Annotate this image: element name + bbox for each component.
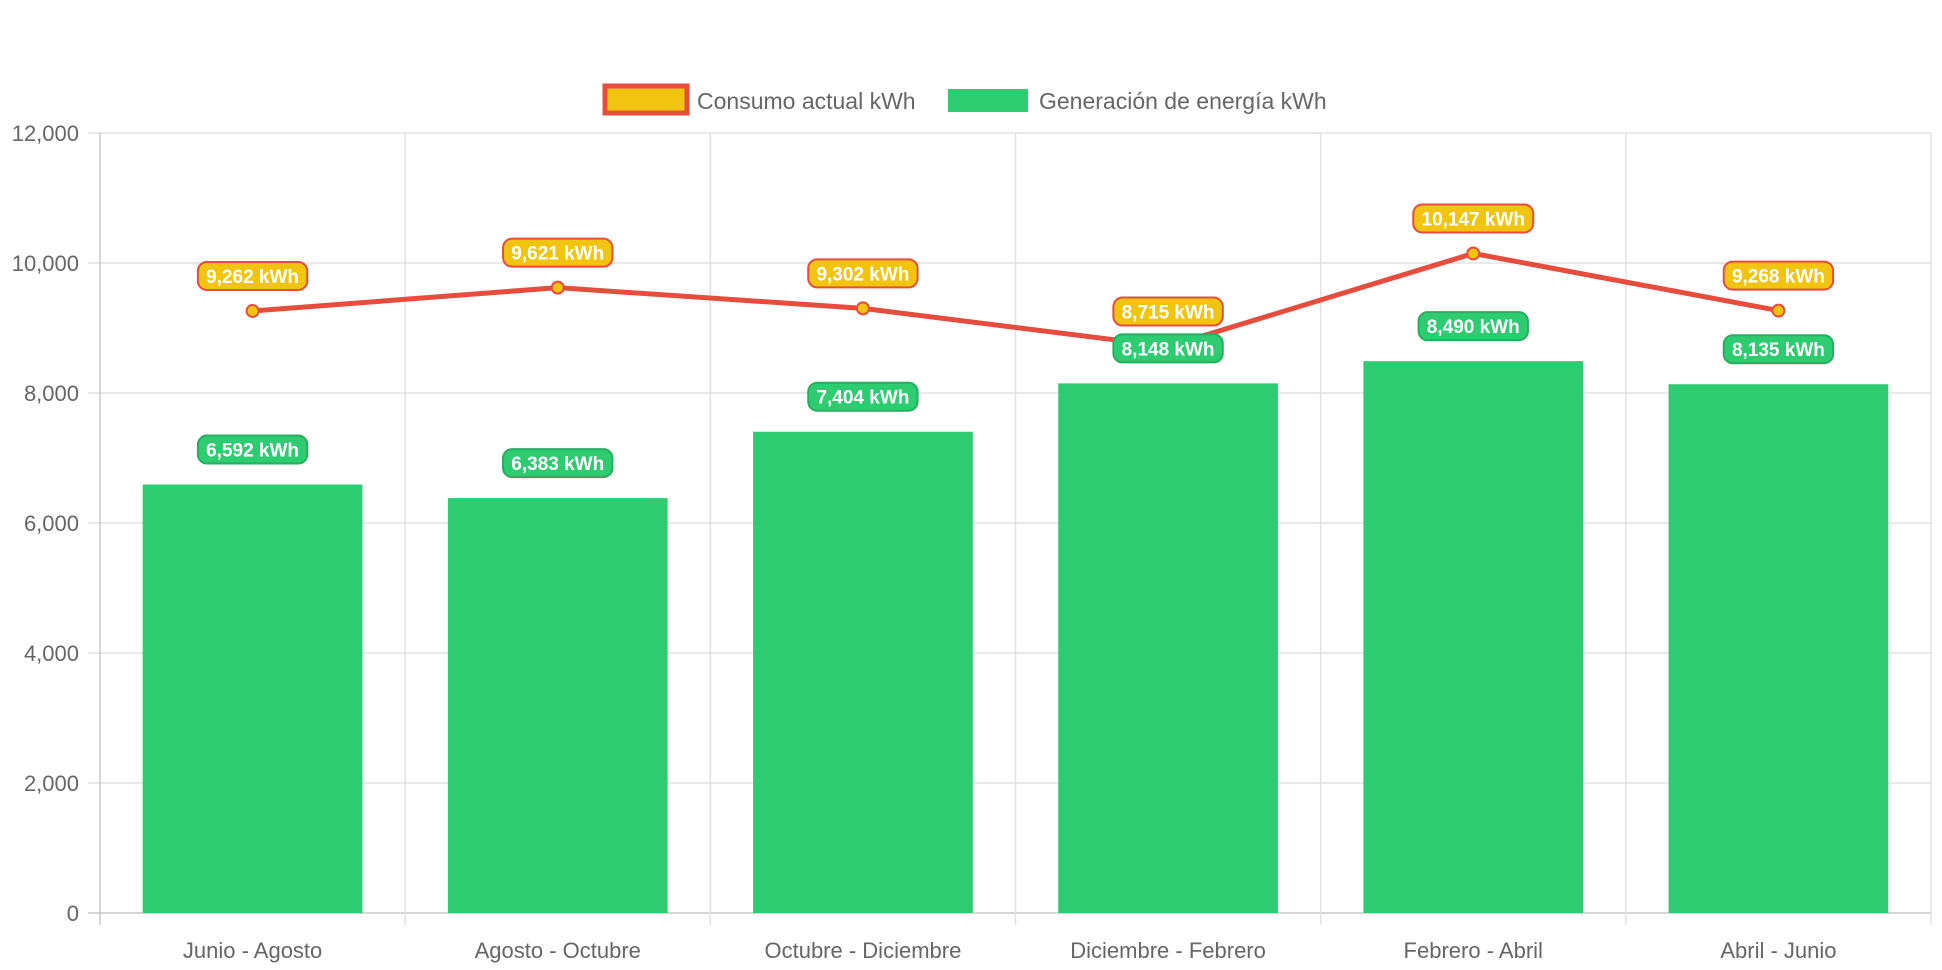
consumo-data-label-text: 9,262 kWh: [206, 267, 299, 288]
consumo-data-label-text: 9,268 kWh: [1732, 267, 1825, 288]
bar: [1058, 383, 1278, 913]
generacion-data-label-box: [1722, 334, 1835, 365]
x-tick-label: Febrero - Abril: [1404, 938, 1543, 963]
legend-item-generacion[interactable]: Generación de energía kWh: [948, 88, 1327, 114]
generacion-data-label-box: [196, 434, 309, 465]
generacion-data-label: 7,404 kWh: [807, 381, 919, 412]
legend[interactable]: Consumo actual kWh Generación de energía…: [602, 83, 1327, 116]
consumo-data-label: 9,268 kWh: [1722, 260, 1835, 291]
line-point: [855, 301, 870, 316]
consumo-line: [252, 250, 1779, 350]
data-labels: 9,262 kWh 9,621 kWh 9,302 kWh 8,715 kWh 10,1…: [196, 203, 1835, 479]
generacion-data-label-box: [1417, 311, 1529, 342]
bar: [1668, 384, 1889, 914]
y-tick-label: 4,000: [24, 641, 79, 666]
generacion-data-label-text: 6,383 kWh: [511, 454, 604, 475]
consumo-data-label: 8,715 kWh: [1112, 296, 1224, 327]
bar: [753, 431, 973, 913]
x-tick-label: Octubre - Diciembre: [764, 938, 961, 963]
generacion-data-label: 6,592 kWh: [196, 434, 309, 465]
generacion-data-label: 8,490 kWh: [1417, 311, 1529, 342]
generacion-data-label: 8,135 kWh: [1722, 334, 1835, 365]
x-tick-label: Abril - Junio: [1720, 938, 1836, 963]
generacion-data-label: 8,148 kWh: [1112, 333, 1224, 364]
legend-swatch-consumo: [602, 83, 690, 116]
consumo-data-label-box: [196, 260, 309, 291]
consumo-data-label-text: 9,302 kWh: [816, 264, 909, 285]
grid: [88, 132, 1932, 925]
consumo-data-label-box: [1412, 203, 1535, 234]
consumo-data-label-box: [1112, 296, 1224, 327]
bar: [1363, 361, 1584, 913]
generacion-data-label-text: 8,148 kWh: [1122, 339, 1215, 360]
y-tick-label: 12,000: [12, 121, 79, 146]
y-tick-label: 2,000: [24, 771, 79, 796]
consumo-data-label-box: [1722, 260, 1835, 291]
generacion-data-label-box: [807, 381, 919, 412]
consumo-data-label-text: 10,147 kWh: [1422, 209, 1526, 230]
consumo-data-label-box: [502, 237, 614, 268]
x-axis: Junio - Agosto Agosto - Octubre Octubre - …: [183, 938, 1837, 963]
y-tick-label: 8,000: [24, 381, 79, 406]
line-point: [1466, 246, 1481, 261]
line-point: [245, 303, 260, 318]
consumo-data-label-text: 9,621 kWh: [511, 244, 604, 265]
legend-label-generacion: Generación de energía kWh: [1039, 88, 1327, 114]
generacion-data-label-text: 6,592 kWh: [206, 441, 299, 462]
x-tick-label: Diciembre - Febrero: [1070, 938, 1266, 963]
generacion-data-label-text: 7,404 kWh: [816, 388, 909, 409]
bar: [142, 484, 363, 913]
line-point: [550, 280, 565, 295]
legend-swatch-generacion: [948, 89, 1028, 112]
bar: [447, 498, 668, 913]
consumo-data-label: 10,147 kWh: [1412, 203, 1535, 234]
y-axis: 0 2,000 4,000 6,000 8,000 10,000 12,000: [12, 121, 79, 926]
line-point: [1771, 303, 1786, 318]
consumo-data-label: 9,621 kWh: [502, 237, 614, 268]
consumo-data-label-box: [807, 258, 919, 289]
consumo-data-label-text: 8,715 kWh: [1122, 303, 1215, 324]
y-tick-label: 10,000: [12, 251, 79, 276]
legend-label-consumo: Consumo actual kWh: [697, 88, 916, 114]
y-tick-label: 0: [67, 901, 79, 926]
generacion-data-label-box: [502, 448, 614, 479]
generacion-data-label: 6,383 kWh: [502, 448, 614, 479]
generacion-data-label-text: 8,490 kWh: [1427, 317, 1520, 338]
x-tick-label: Agosto - Octubre: [475, 938, 641, 963]
generacion-data-label-text: 8,135 kWh: [1732, 340, 1825, 361]
consumo-data-label: 9,262 kWh: [196, 260, 309, 291]
legend-item-consumo[interactable]: Consumo actual kWh: [602, 83, 916, 116]
generacion-data-label-box: [1112, 333, 1224, 364]
consumo-data-label: 9,302 kWh: [807, 258, 919, 289]
y-tick-label: 6,000: [24, 511, 79, 536]
x-tick-label: Junio - Agosto: [183, 938, 322, 963]
bar-series: [142, 361, 1889, 914]
